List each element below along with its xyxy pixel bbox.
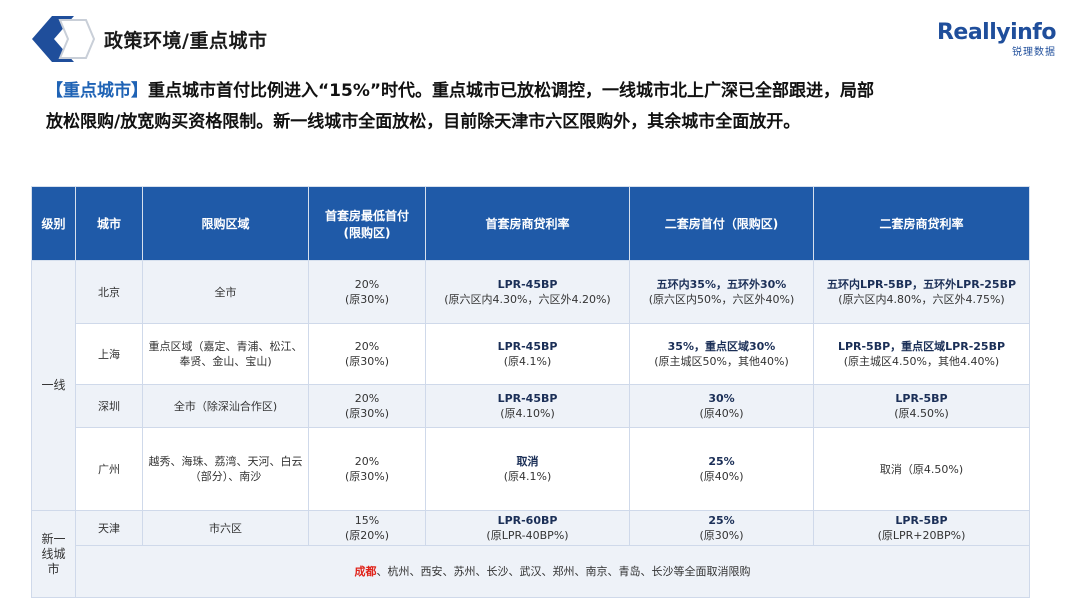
area-cell: 全市（除深汕合作区)	[142, 384, 309, 428]
level-new-tier1: 新一线城市	[31, 510, 76, 598]
first-down-cell: 20% (原30%)	[308, 384, 426, 428]
header-second-down: 二套房首付（限购区)	[629, 186, 814, 261]
intro-line1: 重点城市首付比例进入“15%”时代。重点城市已放松调控，一线城市北上广深已全部跟…	[148, 81, 875, 101]
intro-text: 【重点城市】重点城市首付比例进入“15%”时代。重点城市已放松调控，一线城市北上…	[46, 76, 1046, 138]
level-tier1: 一线	[31, 260, 76, 511]
second-down-cell: 35%，重点区域30% (原主城区50%，其他40%)	[629, 323, 814, 385]
city-cell: 北京	[75, 260, 143, 324]
table-row: 广州 越秀、海珠、荔湾、天河、白云（部分）、南沙 20% (原30%) 取消 (原4…	[32, 427, 1030, 511]
city-cell: 深圳	[75, 384, 143, 428]
header-city: 城市	[75, 186, 143, 261]
table-row: 成都、杭州、西安、苏州、长沙、武汉、郑州、南京、青岛、长沙等全面取消限购	[32, 545, 1030, 598]
city-cell: 上海	[75, 323, 143, 385]
policy-table: 级别 城市 限购区域 首套房最低首付 (限购区) 首套房商贷利率 二套房首付（限购…	[31, 186, 1030, 598]
second-rate-cell: LPR-5BP (原4.50%)	[813, 384, 1030, 428]
intro-line2: 放松限购/放宽购买资格限制。新一线城市全面放松，目前除天津市六区限购外，其余城市…	[46, 112, 801, 132]
second-rate-cell: LPR-5BP，重点区域LPR-25BP (原主城区4.50%，其他4.40%)	[813, 323, 1030, 385]
table-row: 一线 北京 全市 20% (原30%) LPR-45BP (原六区内4.30%，六区…	[31, 260, 1030, 511]
brand-subtitle: 锐理数据	[1012, 47, 1056, 58]
second-down-cell: 25% (原30%)	[629, 510, 814, 546]
city-cell: 广州	[75, 427, 143, 511]
header-second-rate: 二套房商贷利率	[813, 186, 1030, 261]
table-row: 新一线城市 天津 市六区 15% (原20%) LPR-60BP (原LPR-40B…	[31, 510, 1030, 598]
first-rate-cell: LPR-45BP (原4.10%)	[425, 384, 630, 428]
second-down-cell: 30% (原40%)	[629, 384, 814, 428]
table-row: 深圳 全市（除深汕合作区) 20% (原30%) LPR-45BP (原4.10%)…	[32, 384, 1030, 428]
header-area: 限购区域	[142, 186, 309, 261]
brand-name: Reallyinfo	[936, 20, 1057, 45]
header-first-rate: 首套房商贷利率	[425, 186, 630, 261]
area-cell: 全市	[142, 260, 309, 324]
page-header: 政策环境/重点城市 Reallyinfo 锐理数据	[0, 0, 1080, 80]
first-rate-cell: 取消 (原4.1%)	[425, 427, 630, 511]
second-rate-cell: LPR-5BP (原LPR+20BP%)	[813, 510, 1030, 546]
diamond-logo-icon	[32, 16, 96, 62]
brand-logo: Reallyinfo 锐理数据	[936, 20, 1057, 58]
first-down-cell: 20% (原30%)	[308, 260, 426, 324]
note-highlight-city: 成都	[354, 565, 377, 578]
new-tier1-note: 成都、杭州、西安、苏州、长沙、武汉、郑州、南京、青岛、长沙等全面取消限购	[75, 545, 1030, 598]
note-rest: 、杭州、西安、苏州、长沙、武汉、郑州、南京、青岛、长沙等全面取消限购	[376, 565, 751, 578]
area-cell: 市六区	[142, 510, 309, 546]
second-down-cell: 25% (原40%)	[629, 427, 814, 511]
first-rate-cell: LPR-45BP (原4.1%)	[425, 323, 630, 385]
area-cell: 重点区域（嘉定、青浦、松江、奉贤、金山、宝山)	[142, 323, 309, 385]
header-first-down: 首套房最低首付 (限购区)	[308, 186, 426, 261]
area-cell: 越秀、海珠、荔湾、天河、白云（部分）、南沙	[142, 427, 309, 511]
second-rate-cell: 取消（原4.50%)	[813, 427, 1030, 511]
first-down-cell: 20% (原30%)	[308, 323, 426, 385]
second-rate-cell: 五环内LPR-5BP，五环外LPR-25BP (原六区内4.80%，六区外4.75…	[813, 260, 1030, 324]
second-down-cell: 五环内35%，五环外30% (原六区内50%，六区外40%)	[629, 260, 814, 324]
first-down-cell: 15% (原20%)	[308, 510, 426, 546]
first-rate-cell: LPR-60BP (原LPR-40BP%)	[425, 510, 630, 546]
intro-tag: 【重点城市】	[46, 81, 148, 101]
header-level: 级别	[31, 186, 76, 261]
table-row: 上海 重点区域（嘉定、青浦、松江、奉贤、金山、宝山) 20% (原30%) LPR…	[32, 323, 1030, 385]
first-down-cell: 20% (原30%)	[308, 427, 426, 511]
city-cell: 天津	[75, 510, 143, 546]
page-title: 政策环境/重点城市	[104, 30, 268, 52]
table-header-row: 级别 城市 限购区域 首套房最低首付 (限购区) 首套房商贷利率 二套房首付（限购…	[31, 186, 1030, 261]
first-rate-cell: LPR-45BP (原六区内4.30%，六区外4.20%)	[425, 260, 630, 324]
